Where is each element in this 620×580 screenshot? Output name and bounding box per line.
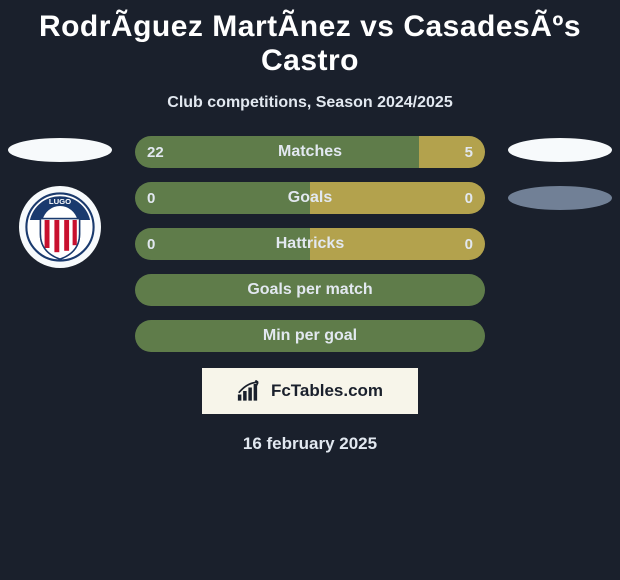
watermark: FcTables.com bbox=[202, 368, 418, 414]
left-player-column: LUGO bbox=[0, 136, 120, 268]
stat-bars: 225Matches 00Goals 00Hattricks Goals per ma… bbox=[135, 136, 485, 352]
date-text: 16 february 2025 bbox=[0, 414, 620, 454]
subtitle: Club competitions, Season 2024/2025 bbox=[0, 80, 620, 136]
left-flag-pill bbox=[8, 138, 112, 162]
stat-left-value: 0 bbox=[135, 182, 310, 214]
left-club-crest: LUGO bbox=[19, 186, 101, 268]
right-flag-pill bbox=[508, 138, 612, 162]
stat-row-single: Goals per match bbox=[135, 274, 485, 306]
chart-bars-icon bbox=[237, 380, 265, 402]
watermark-text: FcTables.com bbox=[271, 381, 383, 401]
stat-right-value: 0 bbox=[310, 182, 485, 214]
stat-row: 225Matches bbox=[135, 136, 485, 168]
stat-row: 00Goals bbox=[135, 182, 485, 214]
lugo-crest-icon: LUGO bbox=[25, 192, 95, 262]
right-player-column bbox=[500, 136, 620, 232]
page-title: RodrÃ­guez MartÃ­nez vs CasadesÃºs Castr… bbox=[0, 4, 620, 80]
stat-left-value: 22 bbox=[135, 136, 419, 168]
stat-right-value: 5 bbox=[419, 136, 486, 168]
comparison-card: RodrÃ­guez MartÃ­nez vs CasadesÃºs Castr… bbox=[0, 0, 620, 454]
svg-text:LUGO: LUGO bbox=[49, 197, 71, 206]
stat-row-single: Min per goal bbox=[135, 320, 485, 352]
content-area: LUGO 225Matches 00Goals 00Hattricks Goals p… bbox=[0, 136, 620, 454]
stat-left-value: 0 bbox=[135, 228, 310, 260]
right-club-pill bbox=[508, 186, 612, 210]
stat-right-value: 0 bbox=[310, 228, 485, 260]
stat-row: 00Hattricks bbox=[135, 228, 485, 260]
